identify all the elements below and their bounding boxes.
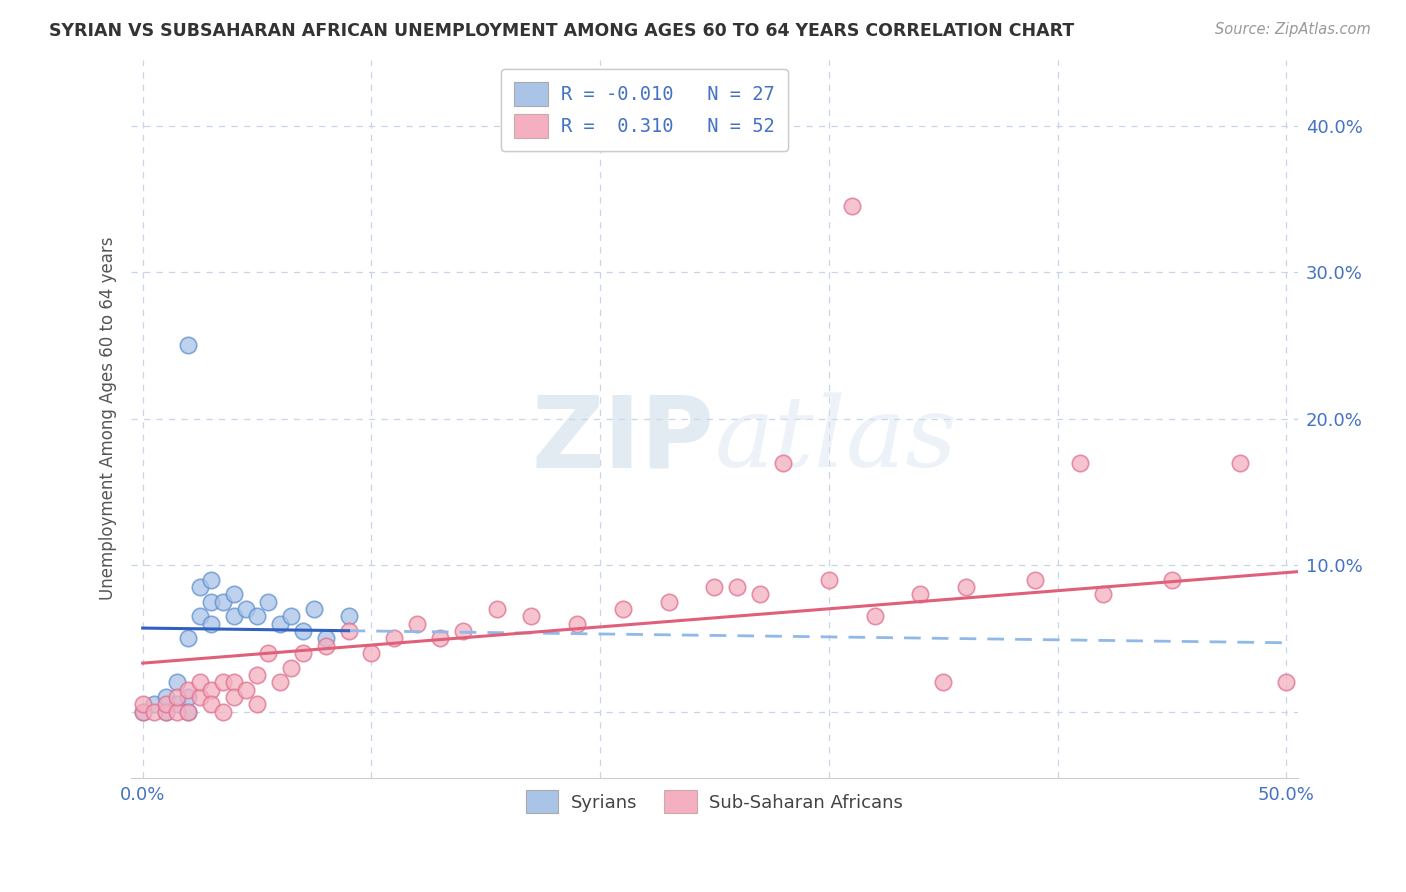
Point xyxy=(280,609,302,624)
Point xyxy=(155,690,177,704)
Point xyxy=(406,616,429,631)
Point xyxy=(451,624,474,638)
Point xyxy=(429,632,451,646)
Point xyxy=(291,624,314,638)
Point xyxy=(224,587,246,601)
Point xyxy=(155,705,177,719)
Point xyxy=(291,646,314,660)
Point xyxy=(177,705,200,719)
Point xyxy=(177,690,200,704)
Point xyxy=(246,609,269,624)
Point xyxy=(211,595,233,609)
Point xyxy=(188,675,211,690)
Point xyxy=(486,602,509,616)
Point xyxy=(315,632,337,646)
Point xyxy=(612,602,634,616)
Point xyxy=(131,698,153,712)
Point xyxy=(863,609,886,624)
Point xyxy=(910,587,932,601)
Text: atlas: atlas xyxy=(714,392,957,488)
Point xyxy=(143,698,166,712)
Text: Source: ZipAtlas.com: Source: ZipAtlas.com xyxy=(1215,22,1371,37)
Point xyxy=(257,595,280,609)
Point xyxy=(315,639,337,653)
Point xyxy=(246,698,269,712)
Point xyxy=(166,675,188,690)
Point xyxy=(725,580,748,594)
Point xyxy=(224,690,246,704)
Point xyxy=(200,573,222,587)
Point xyxy=(177,338,200,352)
Point xyxy=(224,675,246,690)
Text: SYRIAN VS SUBSAHARAN AFRICAN UNEMPLOYMENT AMONG AGES 60 TO 64 YEARS CORRELATION : SYRIAN VS SUBSAHARAN AFRICAN UNEMPLOYMEN… xyxy=(49,22,1074,40)
Point xyxy=(1229,456,1251,470)
Point xyxy=(211,675,233,690)
Point xyxy=(567,616,589,631)
Point xyxy=(177,705,200,719)
Point xyxy=(224,609,246,624)
Point xyxy=(155,705,177,719)
Point xyxy=(166,705,188,719)
Point xyxy=(235,602,257,616)
Point xyxy=(1069,456,1091,470)
Point xyxy=(188,609,211,624)
Point xyxy=(131,705,153,719)
Legend: Syrians, Sub-Saharan Africans: Syrians, Sub-Saharan Africans xyxy=(513,778,915,826)
Point xyxy=(337,609,360,624)
Point xyxy=(177,682,200,697)
Point xyxy=(382,632,405,646)
Point xyxy=(817,573,839,587)
Point xyxy=(703,580,725,594)
Point xyxy=(200,595,222,609)
Point xyxy=(749,587,772,601)
Point xyxy=(772,456,794,470)
Point xyxy=(658,595,681,609)
Point xyxy=(269,675,291,690)
Point xyxy=(1160,573,1182,587)
Y-axis label: Unemployment Among Ages 60 to 64 years: Unemployment Among Ages 60 to 64 years xyxy=(100,237,117,600)
Point xyxy=(188,580,211,594)
Point xyxy=(520,609,543,624)
Point xyxy=(932,675,955,690)
Point xyxy=(955,580,977,594)
Point xyxy=(235,682,257,697)
Point xyxy=(337,624,360,638)
Point xyxy=(200,616,222,631)
Point xyxy=(143,705,166,719)
Point xyxy=(1024,573,1046,587)
Point xyxy=(155,698,177,712)
Point xyxy=(166,698,188,712)
Point xyxy=(257,646,280,660)
Point xyxy=(200,682,222,697)
Point xyxy=(280,661,302,675)
Point xyxy=(1275,675,1298,690)
Point xyxy=(166,690,188,704)
Point xyxy=(246,668,269,682)
Text: ZIP: ZIP xyxy=(531,392,714,489)
Point xyxy=(302,602,325,616)
Point xyxy=(200,698,222,712)
Point xyxy=(131,705,153,719)
Point xyxy=(269,616,291,631)
Point xyxy=(1092,587,1115,601)
Point xyxy=(360,646,382,660)
Point xyxy=(211,705,233,719)
Point xyxy=(177,632,200,646)
Point xyxy=(188,690,211,704)
Point xyxy=(841,199,863,213)
